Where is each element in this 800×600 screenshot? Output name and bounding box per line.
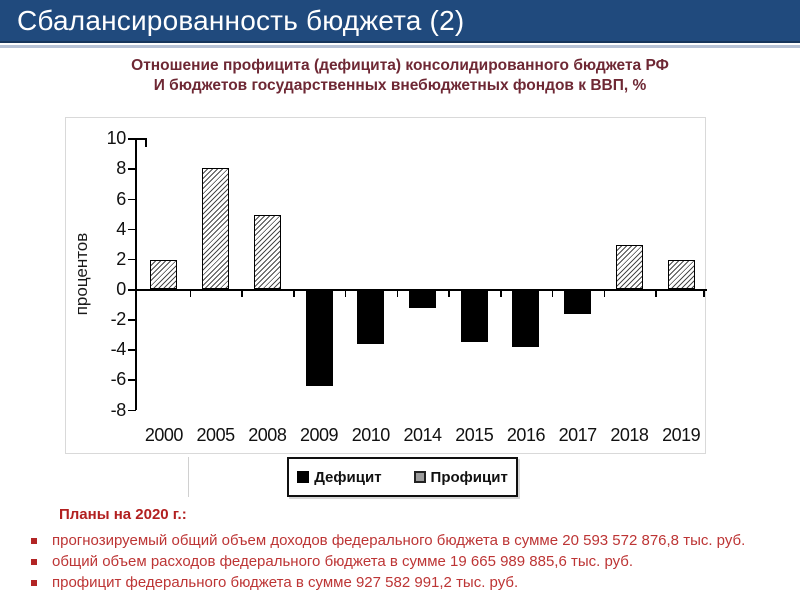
x-tick-label-2008: 2008 — [248, 425, 287, 445]
y-tick-label: -6 — [110, 369, 127, 390]
plans-section: Планы на 2020 г.: прогнозируемый общий о… — [0, 505, 800, 593]
chart-subtitle-line2: И бюджетов государственных внебюджетных … — [153, 77, 647, 94]
y-tick — [128, 349, 136, 351]
legend-item-surplus: Профицит — [413, 468, 508, 486]
y-tick-label: 2 — [116, 248, 126, 269]
bar-2014 — [409, 291, 436, 308]
x-tick — [396, 291, 399, 297]
bar-2009 — [305, 291, 333, 386]
y-tick-label: -2 — [110, 309, 127, 330]
y-tick — [128, 319, 136, 321]
y-axis-line — [135, 138, 137, 410]
x-tick — [448, 291, 450, 297]
bullet-icon — [31, 559, 37, 565]
x-axis-line — [135, 289, 707, 291]
legend-strip-edge — [188, 457, 189, 497]
plan-item: прогнозируемый общий объем доходов федер… — [0, 530, 800, 551]
x-tick-label-2009: 2009 — [300, 425, 339, 445]
y-tick — [128, 409, 136, 412]
bar-2018 — [615, 245, 643, 289]
deficit-swatch-icon — [297, 471, 310, 483]
x-tick-label-2000: 2000 — [144, 425, 184, 445]
y-tick — [128, 168, 136, 170]
y-tick-label: 4 — [116, 218, 126, 239]
y-tick — [128, 379, 136, 381]
x-tick-label-2019: 2019 — [662, 425, 701, 445]
plan-item: общий объем расходов федерального бюджет… — [0, 551, 800, 572]
y-tick-label: 6 — [116, 188, 126, 209]
plans-list: прогнозируемый общий объем доходов федер… — [0, 530, 800, 593]
x-tick — [703, 291, 705, 297]
x-tick — [293, 291, 295, 297]
plan-item: профицит федерального бюджета в сумме 92… — [0, 572, 800, 593]
x-tick-label-2014: 2014 — [403, 425, 442, 445]
x-tick — [189, 291, 192, 297]
y-axis-title: процентов — [72, 232, 91, 316]
x-tick — [500, 291, 502, 297]
bullet-icon — [31, 538, 37, 544]
x-tick-label-2016: 2016 — [506, 425, 546, 445]
x-tick-label-2010: 2010 — [351, 425, 391, 445]
x-tick-label-2005: 2005 — [196, 425, 236, 445]
y-tick — [128, 138, 136, 140]
y-axis-top-tick — [137, 138, 146, 141]
bullet-icon — [31, 580, 37, 586]
bar-2016 — [512, 291, 540, 347]
chart-subtitle: Отношение профицита (дефицита) консолиди… — [0, 56, 800, 96]
chart-legend: Дефицит Профицит — [287, 457, 518, 497]
y-tick — [128, 228, 136, 231]
chart-subtitle-line1: Отношение профицита (дефицита) консолиди… — [131, 57, 669, 74]
y-axis-top-tick-drop — [145, 138, 147, 148]
legend-label-surplus: Профицит — [430, 468, 508, 486]
bar-2008 — [253, 215, 281, 289]
x-tick-label-2018: 2018 — [610, 425, 649, 445]
y-tick-label: -8 — [110, 399, 127, 420]
y-tick — [128, 289, 136, 291]
slide-title: Сбалансированность бюджета (2) — [17, 5, 465, 36]
y-tick-label: -4 — [110, 339, 127, 360]
x-tick-label-2015: 2015 — [455, 425, 494, 445]
bar-2010 — [357, 291, 385, 344]
x-tick — [241, 291, 243, 297]
budget-balance-chart: процентов 10 8 6 4 2 0 -2 -4 -6 -8 2000 2005 2008 200… — [65, 117, 707, 454]
legend-label-deficit: Дефицит — [314, 468, 382, 486]
x-tick — [551, 291, 554, 297]
x-tick-label-2017: 2017 — [558, 425, 598, 445]
y-tick-label: 8 — [116, 158, 126, 179]
x-tick — [603, 291, 606, 297]
x-tick — [655, 291, 657, 297]
bar-2015 — [460, 291, 488, 343]
bar-2005 — [202, 168, 230, 289]
y-tick — [128, 198, 136, 201]
header-accent-strip — [0, 45, 800, 48]
y-tick — [128, 258, 136, 261]
bar-2019 — [667, 260, 695, 289]
y-tick-label: 10 — [106, 128, 127, 149]
slide-header: Сбалансированность бюджета (2) — [0, 0, 800, 43]
x-tick — [344, 291, 347, 297]
y-tick-label: 0 — [116, 279, 126, 299]
bar-2017 — [564, 291, 592, 314]
bar-2000 — [150, 260, 178, 289]
surplus-swatch-icon — [413, 471, 426, 483]
plans-heading: Планы на 2020 г.: — [59, 506, 187, 523]
legend-item-deficit: Дефицит — [297, 468, 382, 486]
